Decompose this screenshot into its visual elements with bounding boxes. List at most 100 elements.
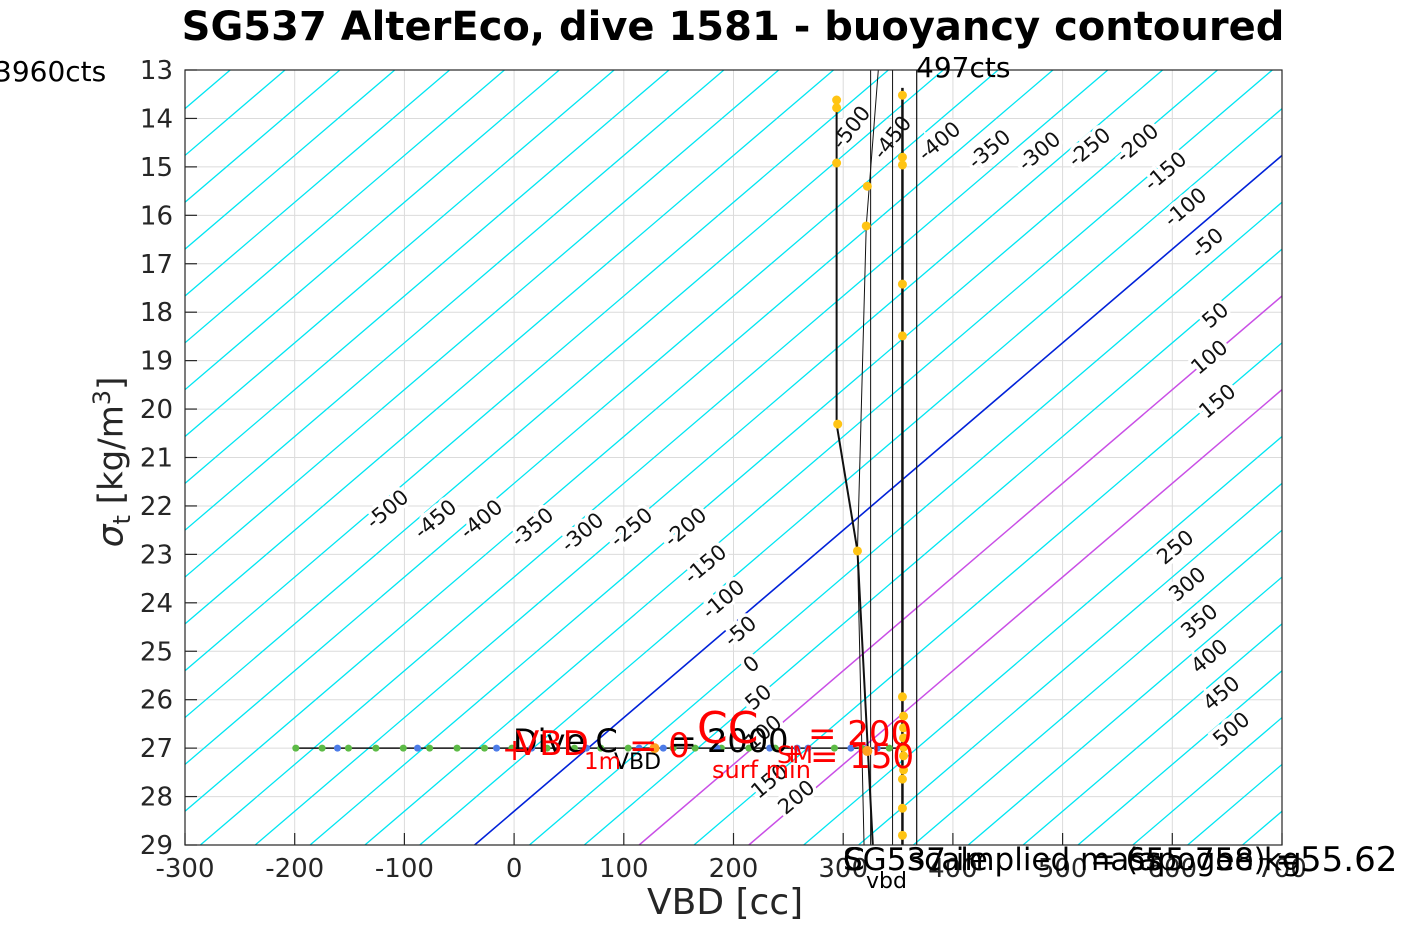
yellow-sample-dot: [832, 103, 842, 113]
yellow-sample-dot: [897, 692, 907, 702]
black-annotation-fragment: vbd: [866, 869, 907, 894]
y-tick-label: 25: [140, 637, 173, 667]
blue-sample-dot: [659, 744, 667, 752]
green-sample-dot: [771, 744, 779, 752]
x-tick-label: 700: [1257, 854, 1307, 884]
contour-line-cyan: [185, 70, 944, 719]
contour-label: -200: [659, 503, 711, 552]
x-tick-label: 600: [1147, 854, 1197, 884]
green-sample-dot: [745, 744, 753, 752]
green-sample-dot: [691, 744, 699, 752]
blue-sample-dot: [873, 744, 881, 752]
blue-sample-dot: [528, 744, 536, 752]
green-sample-dot: [372, 744, 380, 752]
yellow-sample-dot: [897, 803, 907, 813]
data-points: [292, 90, 909, 840]
yellow-sample-dot: [832, 158, 842, 168]
contour-label: -150: [1139, 147, 1191, 196]
red-annotation-fragment: CC: [697, 703, 759, 754]
green-sample-dot: [830, 744, 838, 752]
green-sample-dot: [344, 744, 352, 752]
x-tick-label: 300: [818, 854, 868, 884]
contour-line-cyan: [199, 70, 1109, 845]
chart-title: SG537 AlterEco, dive 1581 - buoyancy con…: [181, 4, 1285, 50]
contour-line-cyan: [1022, 623, 1282, 845]
x-tick-label: -300: [155, 854, 214, 884]
x-tick-label: 400: [928, 854, 978, 884]
dive-track-segment: [835, 98, 874, 845]
contour-line-cyan: [185, 70, 889, 672]
black-annotation-fragment: SG537 implied mass: [843, 842, 1162, 878]
blue-sample-dot: [493, 744, 501, 752]
yellow-sample-dot: [862, 181, 872, 191]
contour-line-cyan: [858, 482, 1282, 845]
contour-lines: [185, 70, 1417, 845]
black-annotation-fragment: Dive C: [513, 722, 618, 760]
contour-line-cyan: [803, 435, 1282, 845]
yellow-sample-dot: [861, 221, 871, 231]
contour-line-cyan: [185, 70, 670, 485]
contour-line-cyan: [185, 70, 560, 391]
green-sample-dot: [508, 744, 516, 752]
red-annotation-fragment: = 0: [629, 726, 690, 766]
green-sample-dot: [597, 744, 605, 752]
contour-line-cyan: [185, 70, 834, 625]
y-tick-label: 18: [140, 298, 173, 328]
contour-label: 0: [739, 651, 765, 678]
contour-line-cyan: [185, 70, 780, 578]
red-annotation-fragment: VBD: [516, 724, 589, 764]
black-annotation-fragment: (apogee) =: [1126, 842, 1302, 878]
yellow-sample-dot: [897, 152, 907, 162]
y-tick-label: 21: [140, 444, 173, 474]
green-sample-dot: [543, 744, 551, 752]
contour-line-cyan: [185, 70, 451, 297]
x-tick-label: -100: [375, 854, 434, 884]
blue-sample-dot: [847, 744, 855, 752]
y-tick-label: 13: [140, 56, 173, 86]
dive-track-segment: [856, 70, 879, 845]
red-annotation-fragment: +: [781, 739, 803, 769]
y-tick-label: 23: [140, 540, 173, 570]
magenta-contour-line: [638, 294, 1282, 845]
contour-line-cyan: [185, 70, 615, 438]
y-tick-label: 22: [140, 492, 173, 522]
contour-line-cyan: [364, 70, 1273, 845]
contour-line-cyan: [185, 70, 505, 344]
contour-line-cyan: [912, 529, 1282, 845]
contour-label: -150: [679, 540, 731, 589]
y-tick-label: 16: [140, 201, 173, 231]
contour-label: 150: [1194, 379, 1240, 423]
contour-label: 50: [1197, 297, 1233, 333]
x-axis-label: VBD [cc]: [647, 882, 804, 923]
red-annotation-fragment: surf min: [712, 756, 811, 784]
yellow-sample-dot: [899, 751, 909, 761]
y-tick-label: 24: [140, 589, 173, 619]
yellow-sample-dot: [833, 419, 843, 429]
blue-sample-dot: [804, 744, 812, 752]
x-tick-label: 500: [1038, 854, 1088, 884]
yellow-sample-dot: [897, 160, 907, 170]
contour-line-cyan: [254, 70, 1164, 845]
contour-line-cyan: [1297, 70, 1417, 845]
contour-label: -50: [1187, 223, 1229, 263]
contour-line-cyan: [419, 107, 1282, 845]
blue-sample-dot: [635, 744, 643, 752]
y-tick-label: 29: [140, 831, 173, 861]
yellow-sample-dot: [832, 95, 842, 105]
blue-sample-dot: [793, 744, 801, 752]
black-annotation-fragment: = 655.758 kg: [1090, 842, 1302, 878]
black-annotation-fragment: = 2000: [670, 722, 789, 760]
orange-apogee-dot: [862, 746, 873, 757]
contour-line-cyan: [309, 70, 1218, 845]
y-tick-label: 20: [140, 395, 173, 425]
green-sample-dot: [624, 744, 632, 752]
contour-line-cyan: [185, 70, 396, 250]
blue-sample-dot: [414, 744, 422, 752]
black-annotation-fragment: scale: [908, 842, 988, 878]
y-axis-label: σt [kg/m3]: [88, 377, 136, 548]
green-sample-dot: [399, 744, 407, 752]
yellow-sample-dot: [899, 733, 909, 743]
contour-label: -100: [1159, 183, 1211, 232]
